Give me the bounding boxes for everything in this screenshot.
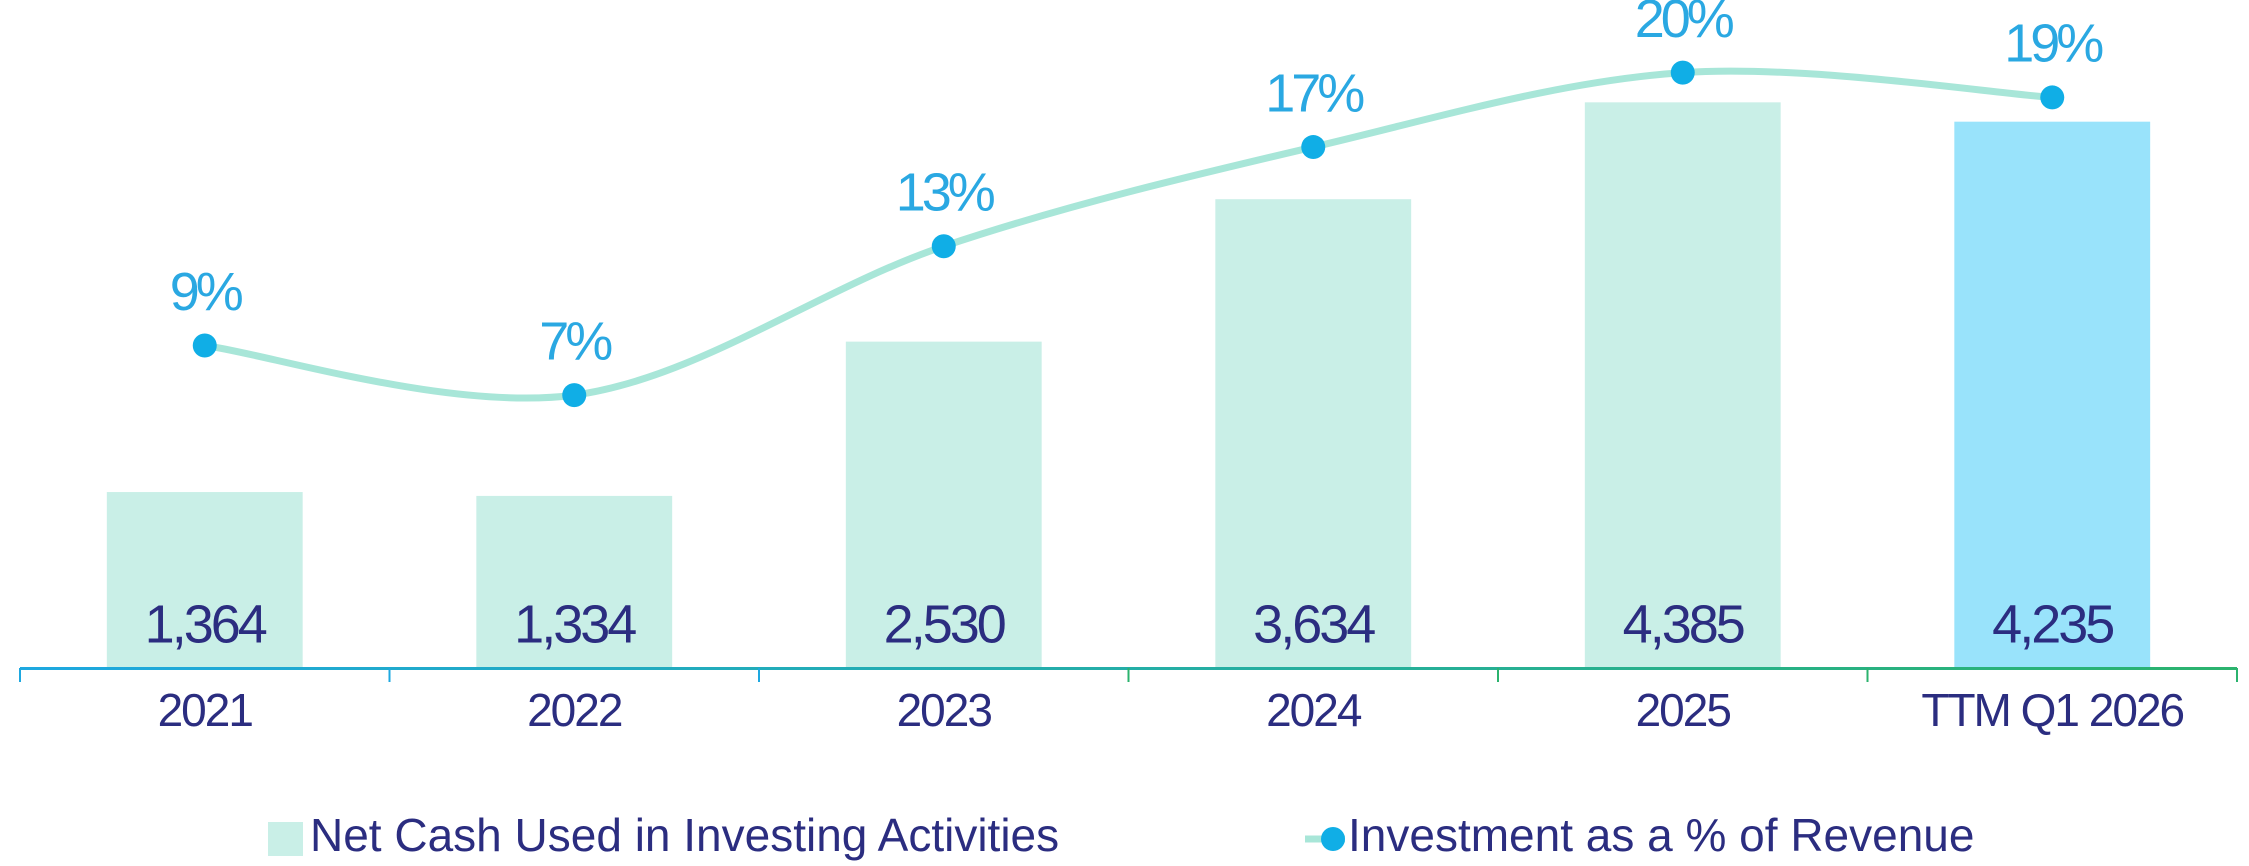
line-marker <box>1670 60 1695 85</box>
bar <box>1215 199 1412 669</box>
line-marker <box>931 234 956 259</box>
x-tick-label: 2025 <box>1636 684 1731 736</box>
line-marker <box>192 333 217 358</box>
x-tick-label: 2022 <box>527 684 622 736</box>
line-marker <box>2040 85 2065 110</box>
legend-swatch <box>268 822 303 856</box>
legend-label: Net Cash Used in Investing Activities <box>310 809 1059 861</box>
line-marker <box>1301 135 1326 160</box>
legend-swatch-marker <box>1321 827 1345 851</box>
bar <box>845 341 1042 668</box>
bar-value-label: 1,364 <box>145 594 267 654</box>
x-tick-label: 2023 <box>897 684 992 736</box>
line-value-label: 20% <box>1635 0 1734 49</box>
line <box>204 67 2053 402</box>
bar-value-label: 3,634 <box>1253 594 1375 654</box>
bar-value-label: 2,530 <box>884 594 1005 654</box>
x-tick-label: 2021 <box>158 684 253 736</box>
bar <box>106 492 303 668</box>
x-tick-label: 2024 <box>1266 684 1362 736</box>
legend-label: Investment as a % of Revenue <box>1348 809 1974 861</box>
line-value-label: 19% <box>2004 14 2103 74</box>
line-marker <box>562 383 587 408</box>
line-value-label: 13% <box>896 163 995 223</box>
bar-value-label: 4,235 <box>1992 594 2113 654</box>
bar-value-label: 1,334 <box>514 594 636 654</box>
bar <box>1584 102 1781 668</box>
line-value-label: 17% <box>1265 63 1364 123</box>
line-value-label: 7% <box>539 311 612 371</box>
x-tick-label: TTM Q1 2026 <box>1921 684 2183 736</box>
line-value-label: 9% <box>170 262 243 322</box>
bar-value-label: 4,385 <box>1623 594 1744 654</box>
bar <box>1954 121 2151 668</box>
bar <box>476 495 673 668</box>
